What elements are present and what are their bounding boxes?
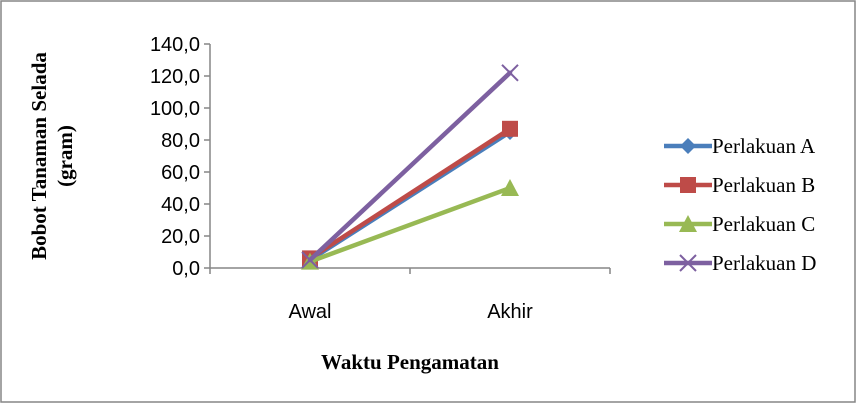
- series-line: [307, 126, 513, 261]
- y-tick-label: 60,0: [161, 162, 200, 184]
- series-line: [307, 70, 513, 263]
- y-tick-label: 100,0: [150, 98, 200, 120]
- legend-label: Perlakuan B: [712, 173, 815, 197]
- legend-marker: [679, 215, 697, 232]
- y-tick-label: 140,0: [150, 34, 200, 56]
- legend-label: Perlakuan D: [712, 251, 816, 275]
- x-tick-label: Awal: [289, 301, 332, 323]
- legend-item: Perlakuan C: [664, 212, 815, 236]
- y-axis-title-line2: (gram): [53, 125, 77, 187]
- y-axis-title: Bobot Tanaman Selada (gram): [27, 52, 77, 260]
- data-point: [502, 120, 518, 137]
- series-line: [307, 185, 513, 264]
- y-axis-title-line1: Bobot Tanaman Selada: [27, 52, 51, 260]
- legend-marker: [680, 138, 696, 154]
- x-axis-title: Waktu Pengamatan: [321, 350, 499, 374]
- legend-label: Perlakuan A: [712, 134, 816, 158]
- y-tick-label: 0,0: [172, 258, 200, 280]
- data-point: [501, 179, 519, 196]
- y-tick-label: 120,0: [150, 66, 200, 88]
- y-tick-label: 40,0: [161, 194, 200, 216]
- legend-item: Perlakuan A: [664, 134, 816, 158]
- data-point: [501, 64, 519, 82]
- legend-marker: [680, 177, 696, 193]
- y-tick-label: 20,0: [161, 226, 200, 248]
- legend-item: Perlakuan D: [664, 251, 816, 275]
- legend: Perlakuan A Perlakuan B Perlakuan C Perlaku…: [664, 134, 816, 275]
- data-point: [301, 251, 319, 269]
- legend-marker: [679, 254, 697, 272]
- y-ticks: 0,0 20,0 40,0 60,0 80,0 100,0 120,0 140,0: [150, 34, 210, 280]
- x-tick-label: Akhir: [487, 301, 533, 323]
- series: [301, 64, 519, 270]
- legend-item: Perlakuan B: [664, 173, 815, 197]
- y-tick-label: 80,0: [161, 130, 200, 152]
- series-3: [301, 64, 519, 269]
- x-ticks: Awal Akhir: [209, 268, 611, 323]
- legend-label: Perlakuan C: [712, 212, 815, 236]
